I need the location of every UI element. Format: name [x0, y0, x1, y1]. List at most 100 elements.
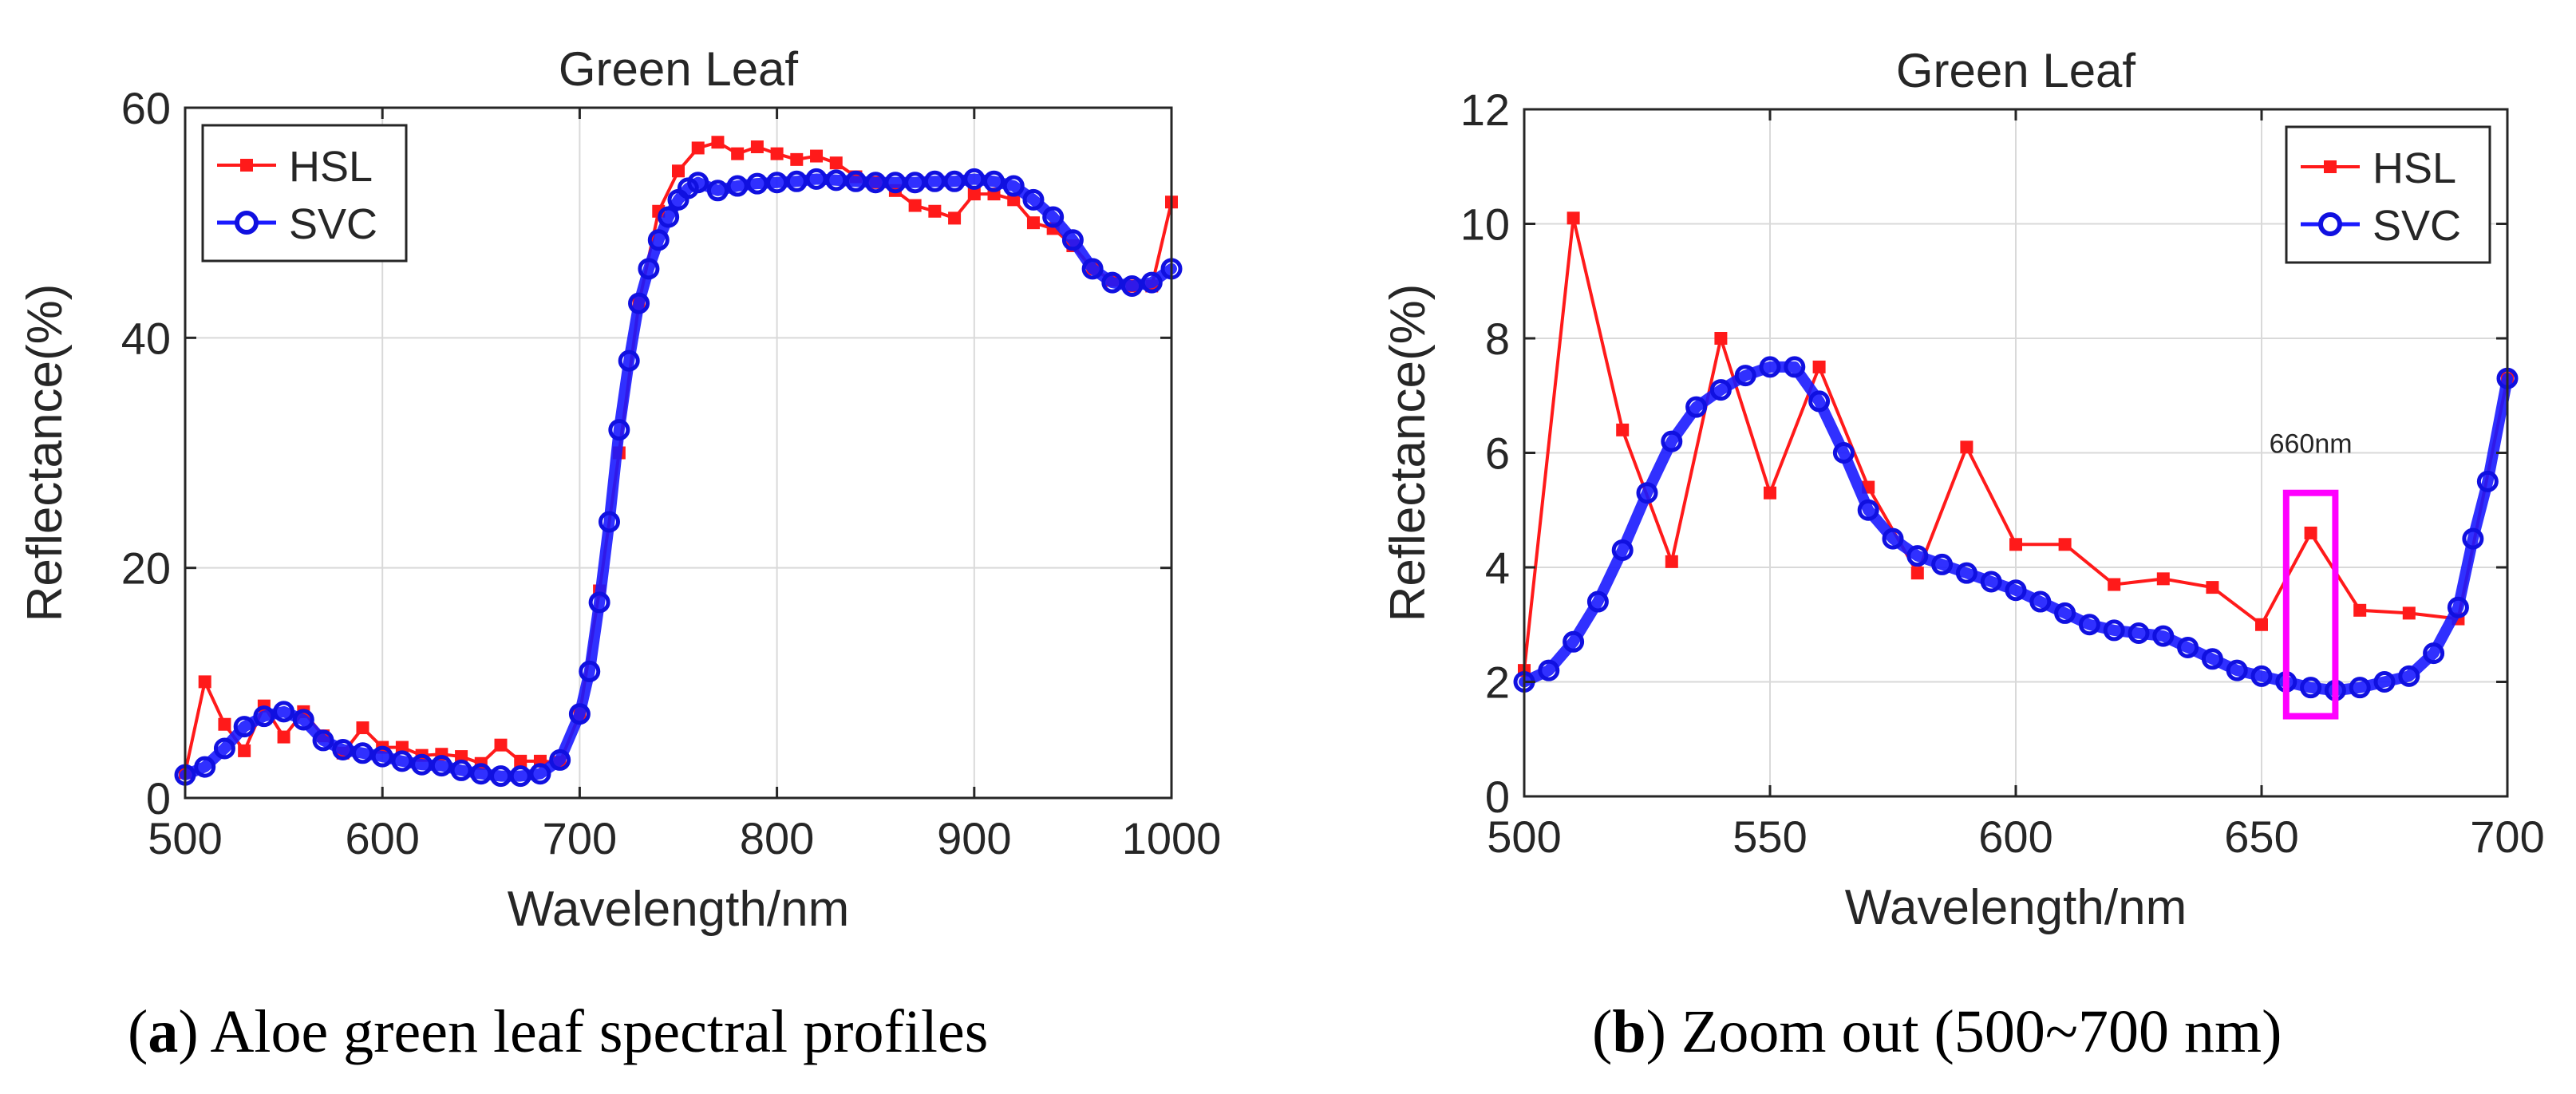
chart-a-point-svc — [805, 168, 828, 190]
chart-b-point-svc — [1661, 430, 1683, 452]
chart-a-point-svc — [529, 763, 551, 785]
chart-a-legend-label-hsl: HSL — [289, 143, 373, 191]
chart-b-point-svc — [2476, 470, 2499, 492]
chart-a-legend-box — [201, 124, 408, 263]
chart-a-y-tick-label: 40 — [121, 313, 171, 363]
chart-a-point-svc — [1081, 258, 1104, 280]
chart-b-point-svc — [2226, 659, 2248, 681]
chart-a-line-svc — [180, 173, 1177, 782]
chart-b-annotation-label: 660nm — [2270, 429, 2353, 460]
chart-b-x-tick-label: 600 — [1978, 812, 2053, 862]
chart-a-point-svc — [647, 229, 670, 251]
chart-b-point-svc — [2005, 579, 2027, 602]
caption-b-text: Zoom out (500~700 nm) — [1681, 998, 2282, 1065]
chart-a-point-svc — [618, 350, 640, 372]
chart-b-point-svc — [1759, 356, 1781, 378]
chart-b-point-svc — [1611, 539, 1634, 561]
chart-b-legend: HSL SVC — [2285, 125, 2491, 264]
chart-b-point-svc — [1808, 390, 1831, 413]
chart-a-point-svc — [549, 748, 571, 771]
chart-a-point-svc — [579, 660, 601, 682]
chart-a-point-svc — [658, 206, 680, 228]
chart-b-point-svc — [1955, 562, 1977, 584]
chart-a-point-hsl — [948, 211, 962, 225]
chart-b: 660nm 500 550 600 650 700 0 2 4 6 8 10 12 Green Leaf W… — [1381, 44, 2545, 935]
chart-a-x-tick-label: 600 — [345, 813, 419, 863]
chart-b-point-svc — [1636, 482, 1658, 504]
chart-a-point-hsl — [790, 152, 804, 166]
chart-a-point-hsl — [494, 738, 508, 752]
chart-b-x-tick-label: 500 — [1487, 812, 1561, 862]
chart-b-y-tick-label: 2 — [1485, 658, 1510, 708]
caption-b: (b) Zoom out (500~700 nm) — [1592, 998, 2282, 1065]
chart-a-point-svc — [253, 705, 275, 728]
chart-b-point-svc — [2462, 527, 2484, 550]
chart-a-legend: HSL SVC — [201, 124, 408, 263]
chart-a-point-svc — [726, 175, 749, 197]
caption-b-label: b — [1612, 998, 1646, 1065]
chart-a-point-hsl — [731, 147, 745, 160]
chart-a-legend-marker-hsl — [240, 159, 253, 172]
caption-a-label: a — [148, 998, 179, 1065]
chart-a-point-svc — [1061, 229, 1084, 251]
chart-a-point-svc — [638, 258, 660, 280]
chart-a-point-hsl — [672, 164, 685, 178]
chart-a-point-hsl — [829, 156, 843, 170]
chart-b-point-svc — [1980, 571, 2002, 593]
chart-a-title: Green Leaf — [559, 42, 799, 96]
chart-a-axes-box — [184, 106, 1173, 800]
chart-a-point-hsl — [514, 754, 527, 768]
chart-b-point-svc — [2373, 671, 2396, 693]
chart-a-x-axis-label: Wavelength/nm — [508, 882, 849, 937]
chart-b-point-hsl — [2156, 572, 2170, 586]
chart-a-point-svc — [351, 742, 373, 764]
chart-b-point-hsl — [1616, 423, 1630, 436]
chart-a-point-hsl — [395, 741, 409, 754]
chart-a-point-svc — [766, 172, 788, 194]
chart-a-point-svc — [687, 172, 709, 194]
chart-a-point-svc — [1121, 274, 1144, 297]
chart-a-x-tick-label: 900 — [937, 813, 1011, 863]
chart-b-y-tick-label: 12 — [1460, 85, 1510, 135]
chart-a-point-hsl — [928, 204, 942, 218]
chart-a-point-svc — [825, 169, 847, 192]
chart-b-point-svc — [2250, 665, 2273, 687]
chart-b-point-svc — [2423, 642, 2445, 665]
chart-a-point-hsl — [277, 730, 290, 744]
chart-a-point-svc — [598, 511, 620, 533]
chart-b-x-tick-label: 550 — [1732, 812, 1807, 862]
chart-b-point-svc — [1906, 545, 1929, 567]
chart-b-y-tick-label: 6 — [1485, 429, 1510, 479]
chart-a-y-tick-label: 0 — [146, 773, 171, 823]
chart-b-point-svc — [2103, 619, 2125, 642]
chart-b-point-svc — [1734, 365, 1756, 387]
chart-b-series-svc — [1513, 356, 2519, 701]
chart-a-point-svc — [904, 172, 926, 194]
chart-a-point-svc — [963, 168, 986, 190]
chart-b-point-hsl — [2009, 538, 2022, 551]
chart-b-x-tick-label: 700 — [2470, 812, 2544, 862]
chart-b-point-hsl — [1764, 486, 1776, 500]
chart-a-point-svc — [233, 716, 255, 738]
chart-a-point-svc — [332, 738, 354, 760]
chart-b-point-hsl — [1910, 567, 1924, 580]
chart-b-series-hsl — [1518, 211, 2514, 677]
chart-b-x-tick-label: 650 — [2224, 812, 2298, 862]
chart-b-point-svc — [2398, 665, 2420, 687]
chart-a-point-hsl — [356, 721, 369, 735]
chart-b-point-svc — [2447, 596, 2469, 618]
chart-a-point-hsl — [908, 199, 922, 212]
chart-a-point-hsl — [711, 136, 725, 149]
chart-a-point-svc — [568, 703, 591, 725]
chart-a-point-svc — [470, 763, 492, 785]
chart-a-point-svc — [450, 759, 472, 781]
chart-a-point-hsl — [1007, 193, 1021, 207]
chart-b-x-axis-label: Wavelength/nm — [1845, 880, 2187, 935]
chart-b-legend-box — [2285, 125, 2491, 264]
chart-b-point-hsl — [2108, 578, 2121, 591]
chart-a-point-svc — [490, 765, 512, 788]
chart-a-point-svc — [213, 737, 235, 760]
chart-b-point-svc — [2152, 625, 2175, 647]
caption-a: (a) Aloe green leaf spectral profiles — [128, 998, 989, 1065]
chart-a-point-svc — [411, 753, 433, 776]
